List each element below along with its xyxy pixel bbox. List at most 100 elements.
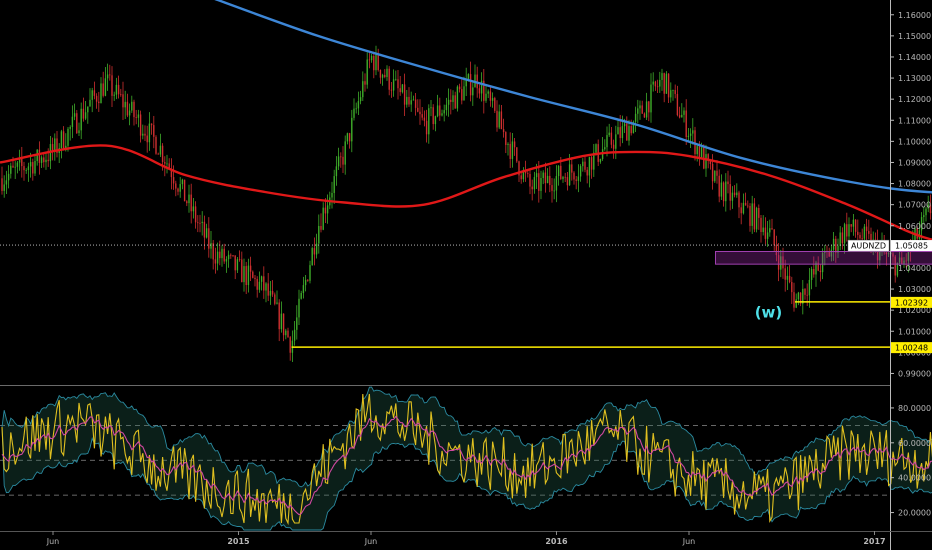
candle-body: [115, 84, 118, 95]
candle-body: [40, 157, 43, 163]
candle-body: [5, 180, 8, 185]
time-axis[interactable]: Jun2015Jun2016Jun2017Jun2018Jun2019Jun: [46, 531, 932, 546]
candle-body: [98, 101, 100, 104]
candle-body: [133, 101, 135, 118]
candle-body: [87, 106, 89, 113]
candle-body: [38, 149, 41, 163]
oscillator-tick-label: 40.0000: [898, 474, 931, 483]
candle-body: [21, 158, 23, 167]
candle-body: [192, 206, 195, 212]
candle-body: [128, 110, 131, 116]
candle-body: [395, 79, 397, 81]
candle-body: [298, 298, 300, 318]
candle-body: [676, 93, 679, 116]
candle-body: [626, 123, 628, 141]
candle-body: [168, 163, 170, 169]
candle-body: [456, 86, 459, 109]
candle-body: [681, 114, 683, 118]
candle-body: [379, 70, 382, 78]
candle-body: [265, 283, 267, 291]
oscillator-pane[interactable]: 80.0000 60.0000 40.0000 20.0000: [0, 386, 932, 531]
candle-body: [309, 265, 311, 281]
candle-body: [553, 190, 555, 192]
candle-body: [610, 132, 613, 145]
candle-body: [234, 255, 236, 271]
candle-body: [461, 89, 463, 101]
price-tag-box: [891, 296, 932, 308]
candle-body: [639, 105, 641, 109]
candle-body: [331, 192, 333, 198]
candle-body: [584, 161, 586, 170]
candle-body: [397, 79, 399, 89]
candle-body: [287, 330, 289, 338]
candle-body: [183, 179, 186, 202]
candle-body: [483, 80, 485, 101]
candle-body: [390, 89, 393, 91]
candle-body: [386, 68, 388, 77]
candle-body: [203, 221, 206, 238]
candle-body: [370, 55, 373, 61]
candle-body: [498, 111, 500, 128]
candle-body: [27, 166, 30, 171]
candle-body: [412, 99, 415, 101]
candle-body: [80, 108, 82, 131]
candle-body: [146, 135, 148, 143]
candle-body: [595, 144, 597, 153]
candle-body: [227, 254, 230, 260]
candle-body: [606, 135, 608, 148]
candle-body: [487, 91, 489, 94]
time-tick-label: Jun: [364, 537, 378, 546]
candle-body: [76, 113, 78, 134]
candle-body: [623, 123, 626, 127]
candle-body: [685, 110, 687, 138]
candle-body: [465, 79, 467, 87]
candle-body: [366, 59, 368, 85]
candle-body: [786, 275, 789, 280]
candle-body: [428, 108, 430, 135]
candle-body: [324, 207, 327, 214]
candle-body: [89, 99, 91, 107]
candle-body: [920, 217, 923, 231]
candle-body: [491, 98, 494, 101]
price-tick-label: 1.15000: [898, 32, 931, 41]
oscillator-tick-label: 80.0000: [898, 404, 931, 413]
candle-body: [157, 153, 159, 155]
candle-body: [194, 206, 197, 223]
candle-body: [447, 99, 450, 105]
candle-body: [135, 117, 137, 118]
candle-body: [740, 207, 742, 214]
candle-body: [590, 157, 593, 170]
candle-body: [225, 259, 228, 262]
candle-body: [161, 145, 164, 163]
candle-body: [113, 94, 115, 96]
candle-body: [577, 176, 580, 181]
candle-body: [885, 252, 888, 255]
candle-body: [285, 330, 287, 336]
candle-body: [725, 181, 727, 202]
candle-body: [302, 285, 305, 293]
candle-body: [698, 146, 701, 159]
candle-body: [824, 251, 826, 253]
candle-body: [802, 288, 804, 304]
candle-body: [445, 104, 448, 111]
candle-body: [256, 279, 258, 290]
candle-body: [830, 249, 833, 257]
candle-body: [425, 120, 428, 135]
candle-body: [443, 110, 445, 114]
candle-body: [243, 266, 245, 283]
candle-body: [137, 114, 140, 118]
candle-body: [388, 68, 390, 90]
candle-body: [848, 224, 850, 237]
candle-body: [282, 313, 285, 336]
candle-body: [469, 74, 472, 96]
candle-body: [502, 129, 505, 133]
price-pane[interactable]: 127.20%(1.15151)127.20%(1.11315)0(1.0994…: [0, 0, 932, 378]
candle-body: [467, 74, 470, 80]
candle-body: [16, 162, 19, 167]
candle-body: [348, 133, 351, 142]
candle-body: [271, 290, 274, 295]
candle-body: [865, 226, 868, 231]
candle-body: [509, 143, 511, 159]
price-tick-label: 1.12000: [898, 95, 931, 104]
